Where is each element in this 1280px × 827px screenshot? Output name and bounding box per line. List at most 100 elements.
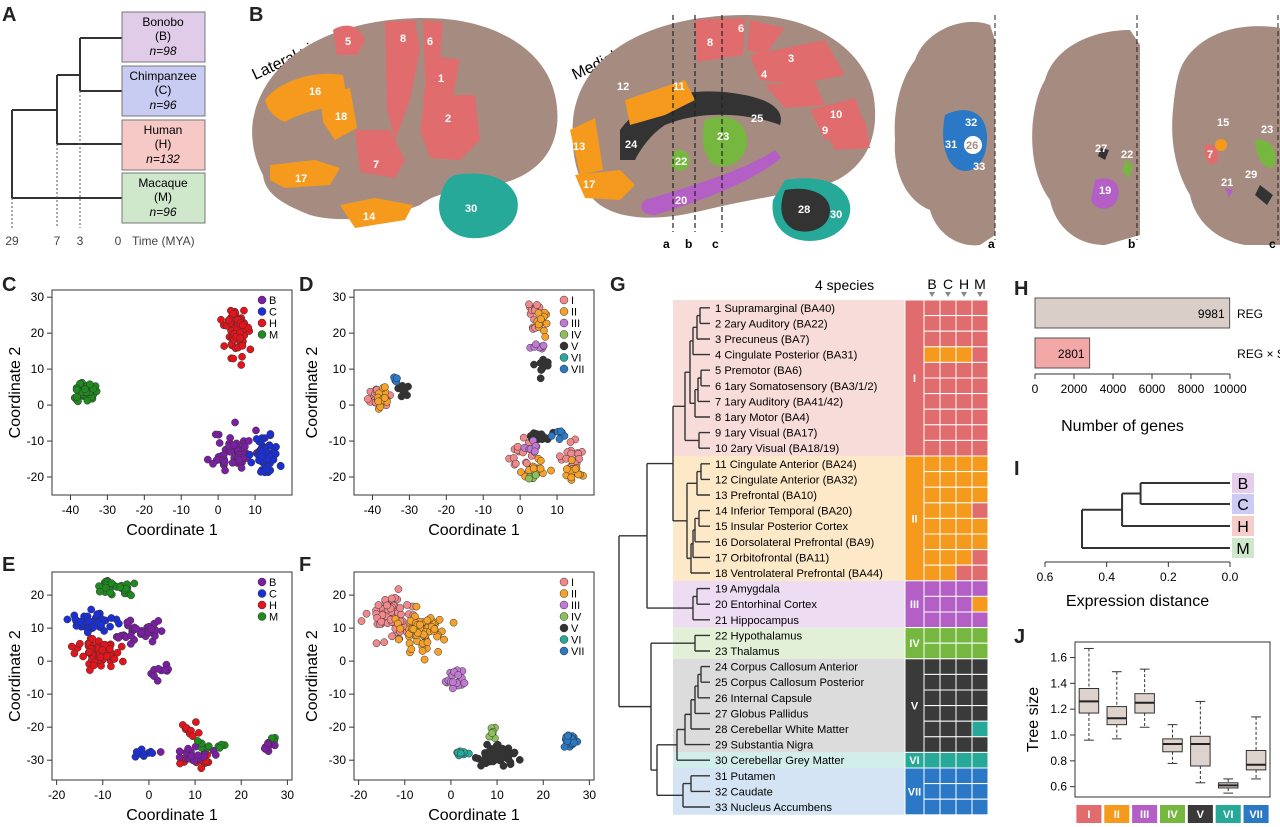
y-tick-label: 0 — [339, 654, 346, 668]
scatter-point — [394, 384, 403, 393]
region-label-18: 18 — [335, 111, 347, 123]
leaf-box-M — [1232, 538, 1254, 558]
scatter-point — [107, 579, 116, 588]
legend-marker — [257, 330, 267, 339]
scatter-point — [229, 309, 238, 318]
legend-label: VI — [571, 635, 581, 647]
region-label-8m: 8 — [707, 37, 713, 49]
scatter-point — [83, 396, 92, 405]
scatter-point — [161, 666, 169, 674]
grid-cell — [939, 486, 957, 504]
region-row-26: 26 Internal Capsule — [715, 693, 812, 705]
grid-cell — [939, 346, 957, 363]
scatter-point — [409, 625, 418, 633]
grid-cell — [923, 471, 941, 488]
scatter-point — [228, 458, 237, 467]
grid-col-H: H — [959, 276, 969, 292]
grid-cell — [923, 783, 941, 800]
scatter-point — [456, 749, 465, 758]
bar-value-0: 9981 — [1198, 307, 1225, 321]
grid-cell — [939, 471, 957, 488]
grid-cell — [971, 517, 989, 535]
region-row-32: 32 Caudate — [715, 786, 773, 798]
region-label-13: 13 — [573, 141, 585, 153]
scatter-point — [537, 315, 545, 323]
grid-cell — [923, 767, 941, 785]
y-tick-label: -20 — [329, 720, 347, 734]
scatter-point — [209, 459, 217, 468]
grid-cell — [971, 393, 989, 410]
legend-label: II — [571, 589, 577, 601]
grid-cell — [923, 455, 941, 473]
group-label-II: II — [911, 513, 917, 525]
grid-cell — [923, 627, 941, 644]
scatter-point — [93, 610, 102, 618]
region-row-14: 14 Inferior Temporal (BA20) — [715, 506, 852, 518]
species-n-0: n=98 — [149, 44, 176, 58]
x-tick-label: -40 — [62, 503, 80, 517]
region-label-23: 23 — [717, 131, 729, 143]
x-tick-label: 6000 — [1139, 382, 1166, 396]
scatter-point — [63, 615, 72, 624]
legend-label: II — [571, 307, 577, 319]
scatter-point — [374, 601, 383, 609]
scatter-point — [423, 616, 432, 625]
scatter-point — [130, 579, 139, 588]
grid-cell — [923, 299, 941, 317]
y-tick-label: -20 — [329, 470, 347, 484]
scatter-point — [187, 752, 196, 761]
grid-cell — [923, 502, 941, 519]
scatter-point — [571, 465, 580, 473]
time-tick-0: 0 — [115, 234, 122, 248]
scatter-point — [137, 628, 146, 637]
y-tick-label: 20 — [31, 588, 45, 602]
scatter-point — [556, 452, 564, 461]
panel-e-label: E — [2, 554, 16, 576]
x-tick-label: -10 — [475, 503, 493, 517]
grid-cell — [955, 361, 973, 379]
scatter-point — [217, 315, 225, 324]
scatter-point — [449, 618, 458, 627]
region-label-27: 27 — [1095, 143, 1107, 155]
group-label-IV: IV — [909, 638, 920, 650]
grid-cell — [971, 673, 989, 691]
grid-cell — [939, 783, 957, 800]
region-label-15: 15 — [1217, 117, 1229, 129]
x-axis-label: Expression distance — [1066, 593, 1209, 610]
scatter-point — [566, 438, 575, 446]
region-row-15: 15 Insular Posterior Cortex — [715, 521, 848, 533]
grid-cell — [939, 767, 957, 785]
scatter-point — [364, 395, 372, 403]
scatter-points — [70, 306, 285, 477]
y-tick-label: 0 — [339, 398, 346, 412]
legend-label: V — [571, 341, 579, 353]
scatter-point — [418, 647, 427, 655]
panel-b: B Lateral view Medial view 5 8 6 1 2 7 — [225, 0, 1280, 258]
grid-cell — [923, 486, 941, 504]
grid-cell — [955, 549, 973, 566]
scatter-point — [237, 464, 246, 472]
scatter-point — [377, 617, 386, 626]
grid-cell — [971, 705, 989, 722]
species-name-1: Chimpanzee — [129, 69, 197, 83]
species-box-2 — [121, 119, 206, 171]
species-box-1 — [121, 65, 206, 117]
scatter-point — [499, 762, 508, 770]
scatter-point — [381, 383, 389, 391]
grid-cell — [939, 393, 957, 410]
grid-cell — [923, 330, 941, 348]
scatter-point — [530, 447, 539, 456]
scatter-point — [533, 301, 541, 309]
region-label-8: 8 — [400, 33, 406, 45]
tree-branches — [11, 37, 122, 199]
y-tick-label: 1.2 — [1050, 702, 1067, 716]
species-code-1: (C) — [155, 83, 172, 97]
legend-marker — [559, 635, 569, 644]
scatter-point — [238, 321, 247, 329]
panel-h: H 9981 REG 2801 REG × SP 0 2000 4000 6000 8000 10… — [1010, 270, 1280, 440]
grid-cell — [923, 439, 941, 457]
region-30-cerebellum — [439, 173, 518, 239]
scatter-point — [412, 602, 421, 611]
scatter-point — [493, 740, 502, 749]
y-tick-label: 10 — [333, 621, 347, 635]
